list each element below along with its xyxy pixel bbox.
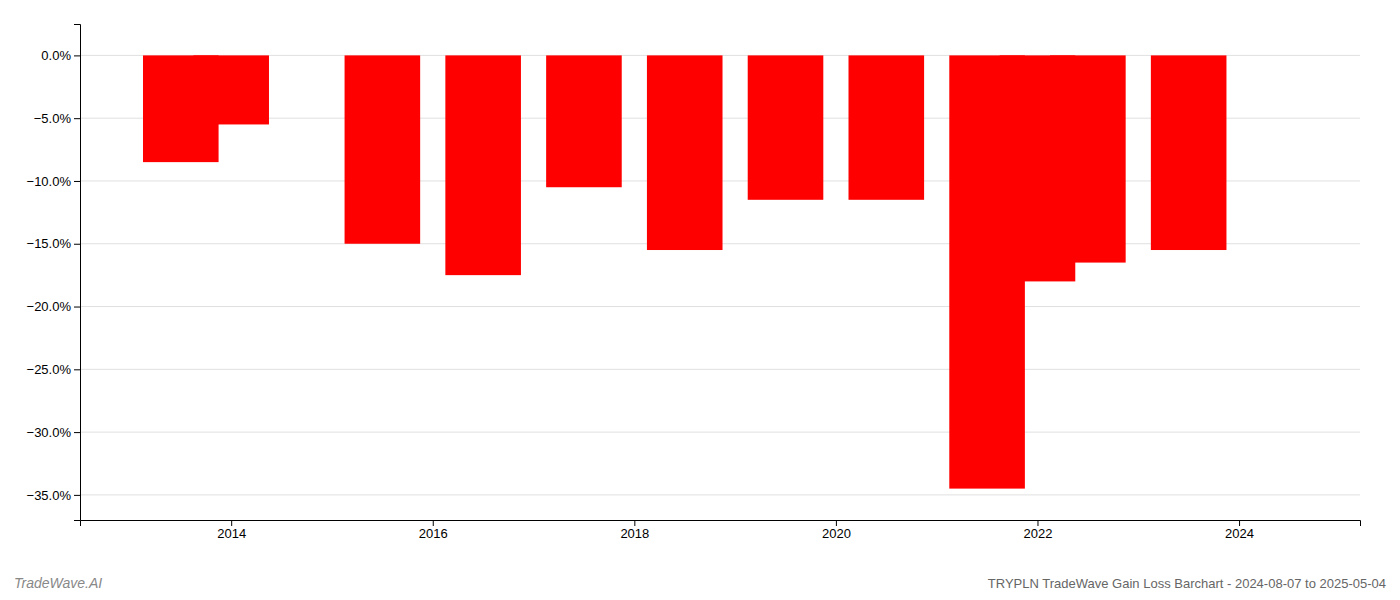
y-tick-label: −20.0% [27,299,72,314]
x-tick-mark [836,520,837,526]
y-tick-label: −15.0% [27,236,72,251]
watermark: TradeWave.AI [14,575,102,591]
plot: 2014 2016 2018 2020 2022 2024 0.0% −5.0% −10.0% −… [27,25,1361,542]
y-tick-mark [74,369,80,370]
y-tick-mark [74,55,80,56]
x-tick-label: 2022 [1024,526,1053,541]
x-tick-label: 2024 [1225,526,1254,541]
x-axis-line [81,521,1361,527]
x-tick-mark [433,520,434,526]
y-tick: −20.0% [27,299,80,314]
y-tick-mark [74,495,80,496]
y-tick-mark [74,181,80,182]
x-axis: 2014 2016 2018 2020 2022 2024 [81,520,1361,541]
bar [748,55,824,199]
x-tick-label: 2014 [217,526,246,541]
x-tick-mark [231,520,232,526]
x-tick: 2022 [1024,520,1053,541]
x-tick-mark [1037,520,1038,526]
y-tick: −5.0% [34,111,80,126]
x-tick: 2014 [217,520,246,541]
chart: 2014 2016 2018 2020 2022 2024 0.0% −5.0% −10.0% −… [0,0,1400,600]
bar [849,55,925,199]
bar [546,55,622,187]
y-tick-label: 0.0% [41,48,71,63]
bars [143,55,1226,488]
y-tick: 0.0% [41,48,80,63]
y-tick-mark [74,244,80,245]
y-tick: −30.0% [27,425,80,440]
grid [80,55,1360,494]
bar [193,55,269,124]
y-tick-label: −30.0% [27,425,72,440]
x-tick-mark [1239,520,1240,526]
y-axis-line [74,25,81,521]
y-tick: −25.0% [27,362,80,377]
title: TRYPLN TradeWave Gain Loss Barchart - 20… [988,576,1386,591]
y-axis: 0.0% −5.0% −10.0% −15.0% −20.0% −25.0% −30.0% −… [27,25,81,521]
bar [647,55,723,250]
x-tick: 2016 [419,520,448,541]
y-tick-mark [74,307,80,308]
y-tick-mark [74,118,80,119]
bar [345,55,421,243]
x-tick: 2020 [822,520,851,541]
y-tick-label: −35.0% [27,488,72,503]
grid-line [80,306,1360,307]
grid-line [80,494,1360,495]
bar [1151,55,1227,250]
grid-line [80,369,1360,370]
y-tick-label: −25.0% [27,362,72,377]
x-tick-label: 2016 [419,526,448,541]
x-tick: 2024 [1225,520,1254,541]
x-tick: 2018 [620,520,649,541]
y-tick-label: −5.0% [34,111,72,126]
grid-line [80,432,1360,433]
y-tick-mark [74,432,80,433]
y-tick: −15.0% [27,236,80,251]
bar [445,55,521,275]
x-tick-label: 2020 [822,526,851,541]
y-tick: −35.0% [27,488,80,503]
x-tick-label: 2018 [620,526,649,541]
bar [1050,55,1126,262]
y-tick-label: −10.0% [27,174,72,189]
y-tick: −10.0% [27,174,80,189]
x-tick-mark [634,520,635,526]
